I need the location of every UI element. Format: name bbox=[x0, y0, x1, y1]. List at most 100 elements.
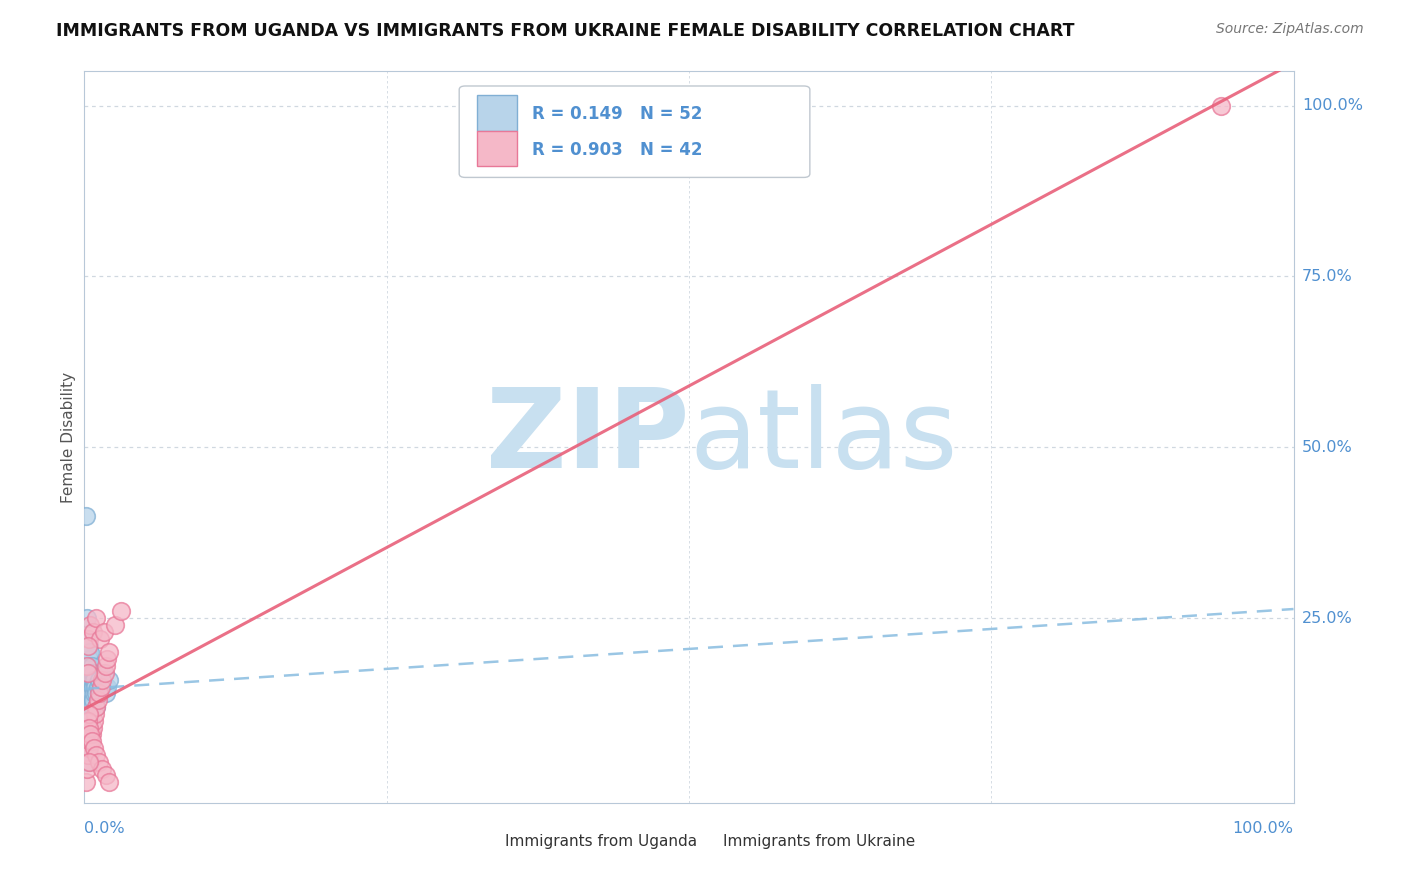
Point bbox=[77, 755, 100, 769]
Point bbox=[76, 632, 98, 646]
Point bbox=[77, 747, 100, 762]
Point bbox=[77, 639, 100, 653]
Point bbox=[110, 604, 132, 618]
Point bbox=[77, 659, 100, 673]
Point bbox=[77, 686, 100, 700]
Point bbox=[75, 508, 97, 523]
Point bbox=[77, 706, 100, 721]
Point bbox=[90, 680, 112, 694]
Point bbox=[75, 775, 97, 789]
Point bbox=[83, 714, 105, 728]
Point bbox=[79, 755, 101, 769]
Point bbox=[79, 686, 101, 700]
Point bbox=[104, 618, 127, 632]
Text: 75.0%: 75.0% bbox=[1302, 268, 1353, 284]
Point bbox=[76, 611, 98, 625]
Point bbox=[77, 700, 100, 714]
Point bbox=[86, 693, 108, 707]
Point bbox=[80, 686, 103, 700]
Point bbox=[76, 734, 98, 748]
Text: ZIP: ZIP bbox=[485, 384, 689, 491]
Point bbox=[86, 680, 108, 694]
Point bbox=[97, 673, 120, 687]
Point bbox=[87, 755, 110, 769]
Point bbox=[89, 632, 111, 646]
FancyBboxPatch shape bbox=[689, 831, 716, 852]
Point bbox=[87, 673, 110, 687]
Point bbox=[77, 632, 100, 646]
Point bbox=[83, 686, 105, 700]
Point bbox=[80, 734, 103, 748]
Point bbox=[76, 659, 98, 673]
Point bbox=[79, 645, 101, 659]
Text: Immigrants from Uganda: Immigrants from Uganda bbox=[505, 834, 697, 849]
Point bbox=[97, 775, 120, 789]
Point bbox=[86, 747, 108, 762]
Point bbox=[75, 727, 97, 741]
Point bbox=[77, 639, 100, 653]
Point bbox=[82, 665, 104, 680]
Point bbox=[77, 721, 100, 735]
Point bbox=[77, 645, 100, 659]
Point bbox=[76, 755, 98, 769]
Point bbox=[91, 673, 114, 687]
Point bbox=[97, 645, 120, 659]
Point bbox=[1209, 98, 1232, 112]
Point bbox=[77, 680, 100, 694]
Y-axis label: Female Disability: Female Disability bbox=[60, 371, 76, 503]
Point bbox=[86, 686, 108, 700]
Point bbox=[80, 673, 103, 687]
Point bbox=[93, 624, 115, 639]
Text: 50.0%: 50.0% bbox=[1302, 440, 1353, 455]
Point bbox=[94, 686, 117, 700]
FancyBboxPatch shape bbox=[478, 131, 517, 167]
Point bbox=[82, 721, 104, 735]
Point bbox=[83, 741, 105, 756]
Point bbox=[77, 673, 100, 687]
Point bbox=[94, 768, 117, 782]
Point bbox=[79, 727, 101, 741]
Text: IMMIGRANTS FROM UGANDA VS IMMIGRANTS FROM UKRAINE FEMALE DISABILITY CORRELATION : IMMIGRANTS FROM UGANDA VS IMMIGRANTS FRO… bbox=[56, 22, 1074, 40]
Text: atlas: atlas bbox=[689, 384, 957, 491]
Point bbox=[86, 611, 108, 625]
Point bbox=[90, 680, 112, 694]
Point bbox=[93, 665, 115, 680]
Point bbox=[80, 727, 103, 741]
Point bbox=[77, 652, 100, 666]
Point bbox=[77, 741, 100, 756]
Point bbox=[94, 659, 117, 673]
Point bbox=[77, 741, 100, 756]
Point bbox=[77, 693, 100, 707]
Point bbox=[94, 665, 117, 680]
Point bbox=[94, 680, 117, 694]
Point bbox=[79, 714, 101, 728]
Point bbox=[79, 734, 101, 748]
FancyBboxPatch shape bbox=[478, 95, 517, 130]
Point bbox=[80, 700, 103, 714]
Point bbox=[84, 706, 107, 721]
Text: 25.0%: 25.0% bbox=[1302, 611, 1353, 625]
Point bbox=[82, 680, 104, 694]
Point bbox=[84, 680, 107, 694]
Point bbox=[77, 665, 100, 680]
Point bbox=[79, 665, 101, 680]
Point bbox=[76, 762, 98, 776]
FancyBboxPatch shape bbox=[471, 831, 498, 852]
Point bbox=[77, 673, 100, 687]
Text: 100.0%: 100.0% bbox=[1302, 98, 1362, 113]
FancyBboxPatch shape bbox=[460, 86, 810, 178]
Text: R = 0.903   N = 42: R = 0.903 N = 42 bbox=[531, 141, 702, 159]
Point bbox=[82, 693, 104, 707]
Point bbox=[89, 686, 111, 700]
Point bbox=[91, 762, 114, 776]
Point bbox=[77, 747, 100, 762]
Point bbox=[83, 673, 105, 687]
Text: Immigrants from Ukraine: Immigrants from Ukraine bbox=[723, 834, 915, 849]
Point bbox=[75, 747, 97, 762]
Point bbox=[77, 665, 100, 680]
Point bbox=[86, 700, 108, 714]
Point bbox=[77, 659, 100, 673]
Point bbox=[87, 686, 110, 700]
Point bbox=[77, 686, 100, 700]
Text: Source: ZipAtlas.com: Source: ZipAtlas.com bbox=[1216, 22, 1364, 37]
